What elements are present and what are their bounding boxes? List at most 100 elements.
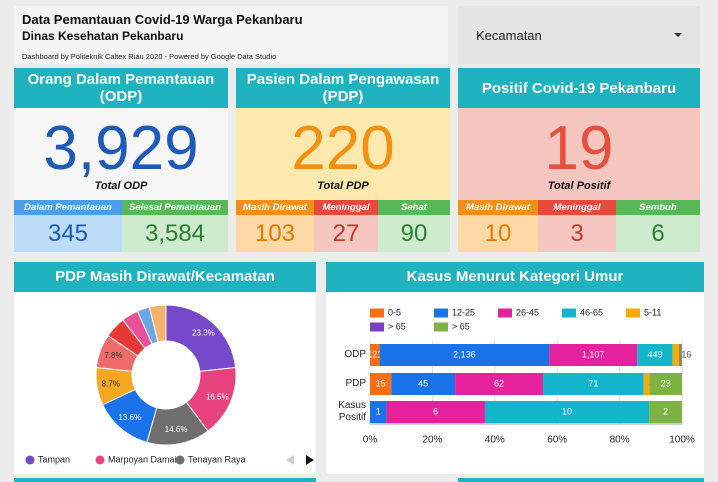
page-title: Data Pemantauan Covid-19 Warga Pekanbaru [22,12,303,27]
legend-label: 5-11 [644,307,661,317]
legend-label: > 65 [452,321,470,331]
chart-title: PDP Masih Dirawat/Kecamatan [14,262,316,292]
data-label: 62 [494,378,504,388]
breakdown-label: Masih Dirawat [458,200,538,215]
card-body: 220 Total PDP [236,108,450,200]
kpi-card: Positif Covid-19 Pekanbaru 19 Total Posi… [458,68,700,252]
x-tick-label: 20% [422,435,442,446]
legend-label: 46-65 [580,307,603,317]
next-card-edge [458,478,704,482]
card-title: Pasien Dalam Pengawasan (PDP) [236,68,450,108]
legend-label: Tenayan Raya [188,454,246,464]
legend-marker [434,308,448,318]
bar-segment [649,373,682,395]
legend-marker [434,322,448,332]
legend-next[interactable] [306,455,314,465]
dropdown-arrow [674,33,682,37]
data-label: 7.8% [104,351,122,360]
breakdown-label: Masih Dirawat [236,200,314,215]
bar-segment [643,373,650,395]
data-label: 10 [562,406,572,416]
donut-chart: 23.3% 16.5% 14.6% 13.6% 8.7% 7.8% Tampan Marpoy… [25,304,314,465]
next-card-edge [14,478,316,482]
breakdown: Masih Dirawat 10 Meninggal 3 Sembuh 6 [458,200,700,252]
legend-prev[interactable] [286,455,294,465]
legend-label: Tampan [38,454,70,464]
donut-slice [148,304,167,343]
card-title: Positif Covid-19 Pekanbaru [458,68,700,108]
data-label: 1,107 [582,349,605,359]
header-card: Data Pemantauan Covid-19 Warga Pekanbaru… [14,6,448,64]
x-tick-label: 60% [547,435,567,446]
card-title: Orang Dalam Pemantauan (ODP) [14,68,228,108]
bar-chart: 0% 20% 40% 60% 80% 100% 0-5 12-25 26-45 46-65 5-11… [363,307,695,446]
x-tick-label: 80% [610,435,630,446]
credit: Dashboard by Politeknik Caltex Riau 2020… [22,52,277,61]
card-body: 3,929 Total ODP [14,108,228,200]
breakdown-label: Sehat [378,200,450,215]
bar-segment [391,373,456,395]
breakdown-value: 90 [400,220,428,247]
breakdown-value: 103 [254,220,296,247]
y-tick-label: ODP [344,349,366,360]
breakdown-item: Meninggal 3 [538,200,616,252]
breakdown-item: Dalam Pemantauan 345 [14,200,122,252]
data-label: 71 [588,378,598,388]
legend-marker [498,308,512,318]
breakdown-item: Masih Dirawat 103 [236,200,314,252]
bar-segment [637,344,673,366]
breakdown-item: Selesai Pemantauan 3,584 [122,200,228,252]
data-label: 2 [663,406,668,416]
legend-marker [370,308,384,318]
kpi-card: Orang Dalam Pemantauan (ODP) 3,929 Total… [14,68,228,252]
breakdown-value: 6 [651,220,665,247]
breakdown-value: 10 [484,220,512,247]
bar-segment [649,401,682,423]
breakdown-label: Meninggal [314,200,378,215]
bar-segment [386,401,485,423]
filter-label: Kecamatan [476,27,542,43]
breakdown-value: 345 [47,220,89,247]
legend-marker [175,455,185,465]
breakdown-value: 3,584 [144,220,206,247]
legend-marker [25,455,35,465]
x-tick-label: 40% [485,435,505,446]
data-label: 2,136 [453,349,476,359]
kpi-label: Total Positif [547,180,611,192]
breakdown-item: Sembuh 6 [616,200,700,252]
breakdown-label: Meninggal [538,200,616,215]
bar-segment [379,344,550,366]
bar-segment [672,344,680,366]
data-label: 8.7% [102,379,120,388]
x-tick-label: 100% [669,435,695,446]
breakdown-label: Dalam Pemantauan [14,200,122,215]
kpi-label: Total PDP [317,180,369,192]
data-label: 14.6% [165,425,188,434]
bar-segment [370,373,392,395]
data-label: 449 [647,349,662,359]
legend-marker [95,455,105,465]
page-subtitle: Dinas Kesehatan Pekanbaru [22,29,184,43]
legend-label: Marpoyan Damai [108,454,177,464]
chart-card: PDP Masih Dirawat/Kecamatan 23.3% 16.5% 14… [14,262,316,474]
chart-card: Kasus Menurut Kategori Umur 0% 20% 40% 60% 8… [326,262,704,474]
bar-segment [370,344,380,366]
legend-marker [370,322,384,332]
kpi-value: 3,929 [43,114,199,183]
breakdown-item: Masih Dirawat 10 [458,200,538,252]
breakdown-value: 3 [570,220,584,247]
y-tick-label: Kasus Positif [338,400,366,423]
data-label: 23 [661,378,671,388]
bar-segment [484,401,650,423]
bar-segment [679,344,681,366]
x-tick-label: 0% [363,435,378,446]
legend-label: 26-45 [516,307,539,317]
data-label: 6 [433,406,438,416]
bar-segment [680,344,682,366]
legend-label: > 65 [388,321,406,331]
filter-dropdown[interactable]: Kecamatan [458,6,700,64]
breakdown: Masih Dirawat 103 Meninggal 27 Sehat 90 [236,200,450,252]
kpi-value: 220 [291,114,395,183]
data-label: 1 [376,406,381,416]
